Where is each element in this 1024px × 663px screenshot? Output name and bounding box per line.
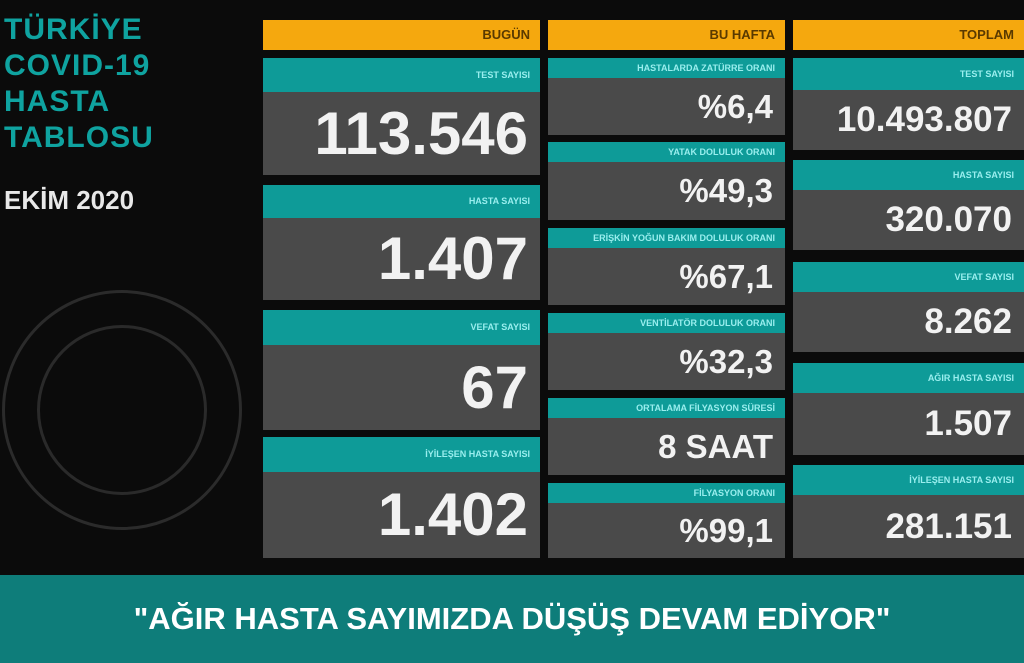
stat-label: HASTA SAYISI [793,160,1024,190]
stat-value: %32,3 [548,333,785,390]
stat-label: VENTİLATÖR DOLULUK ORANI [548,313,785,333]
stat-label: HASTALARDA ZATÜRRE ORANI [548,58,785,78]
stat-value: %49,3 [548,162,785,220]
ministry-logo-inner [37,325,207,495]
date: EKİM 2020 [4,185,135,215]
stat-value: 1.402 [263,472,540,558]
stat-label: AĞIR HASTA SAYISI [793,363,1024,393]
title-line: COVID-19 [4,49,151,82]
stat-value: %99,1 [548,503,785,558]
stat-label: TEST SAYISI [263,58,540,92]
stat-block: VEFAT SAYISI 8.262 [793,262,1024,352]
stat-label: FİLYASYON ORANI [548,483,785,503]
stat-block: HASTA SAYISI 1.407 [263,185,540,300]
stat-block: HASTA SAYISI 320.070 [793,160,1024,250]
column-header: TOPLAM [793,20,1024,50]
stat-block: FİLYASYON ORANI %99,1 [548,483,785,558]
stat-value: 8 SAAT [548,418,785,475]
stat-block: TEST SAYISI 10.493.807 [793,58,1024,150]
stat-label: ORTALAMA FİLYASYON SÜRESİ [548,398,785,418]
stat-block: VEFAT SAYISI 67 [263,310,540,430]
column-header: BU HAFTA [548,20,785,50]
stat-block: YATAK DOLULUK ORANI %49,3 [548,142,785,220]
stat-value: 281.151 [793,495,1024,558]
stat-value: %6,4 [548,78,785,135]
stat-label: YATAK DOLULUK ORANI [548,142,785,162]
stat-value: %67,1 [548,248,785,305]
stat-block: AĞIR HASTA SAYISI 1.507 [793,363,1024,455]
title-line: TABLOSU [4,121,154,154]
column-0: BUGÜN TEST SAYISI 113.546 HASTA SAYISI 1.407… [263,20,540,560]
stat-label: TEST SAYISI [793,58,1024,90]
table-title: TÜRKİYE COVID-19 HASTA TABLOSU [4,12,234,156]
stat-value: 320.070 [793,190,1024,250]
stat-label: ERİŞKİN YOĞUN BAKIM DOLULUK ORANI [548,228,785,248]
stat-value: 10.493.807 [793,90,1024,150]
stat-block: TEST SAYISI 113.546 [263,58,540,175]
stat-value: 1.407 [263,218,540,300]
column-header: BUGÜN [263,20,540,50]
stat-block: HASTALARDA ZATÜRRE ORANI %6,4 [548,58,785,135]
stat-block: İYİLEŞEN HASTA SAYISI 1.402 [263,437,540,558]
stat-block: VENTİLATÖR DOLULUK ORANI %32,3 [548,313,785,390]
stat-label: HASTA SAYISI [263,185,540,218]
stat-block: İYİLEŞEN HASTA SAYISI 281.151 [793,465,1024,558]
stat-label: VEFAT SAYISI [263,310,540,345]
stat-label: VEFAT SAYISI [793,262,1024,292]
stat-block: ORTALAMA FİLYASYON SÜRESİ 8 SAAT [548,398,785,475]
stat-value: 8.262 [793,292,1024,352]
title-line: HASTA [4,85,111,118]
ministry-logo [2,290,242,530]
title-line: TÜRKİYE [4,13,143,46]
stat-value: 67 [263,345,540,430]
stat-label: İYİLEŞEN HASTA SAYISI [793,465,1024,495]
headline-banner: "AĞIR HASTA SAYIMIZDA DÜŞÜŞ DEVAM EDİYOR… [0,575,1024,663]
stat-value: 1.507 [793,393,1024,455]
stat-value: 113.546 [263,92,540,175]
column-1: BU HAFTA HASTALARDA ZATÜRRE ORANI %6,4 YATA… [548,20,785,560]
column-2: TOPLAM TEST SAYISI 10.493.807 HASTA SAYISI 3… [793,20,1024,560]
stat-label: İYİLEŞEN HASTA SAYISI [263,437,540,472]
stat-block: ERİŞKİN YOĞUN BAKIM DOLULUK ORANI %67,1 [548,228,785,305]
